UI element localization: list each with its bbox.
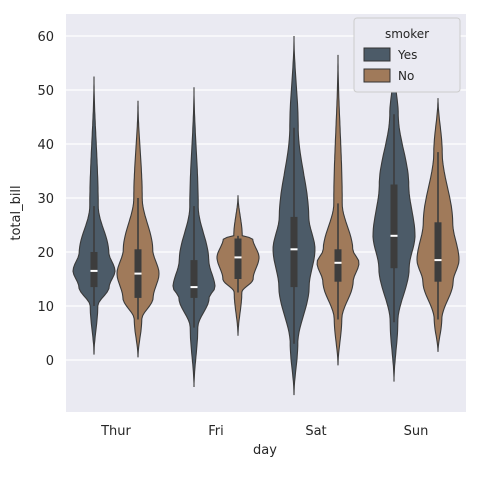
- violin-median: [234, 256, 242, 259]
- violin-iqr-box: [334, 249, 342, 282]
- y-tick-label: 0: [46, 354, 54, 369]
- x-axis-label: day: [253, 443, 277, 458]
- violin-iqr-box: [90, 252, 98, 288]
- violin-median: [90, 269, 98, 272]
- violin-median: [334, 261, 342, 264]
- y-tick-label: 10: [37, 300, 54, 315]
- violin-iqr-box: [434, 222, 442, 282]
- legend-title: smoker: [385, 27, 429, 41]
- x-tick-labels: Thur Fri Sat Sun: [100, 424, 428, 439]
- violin-median: [390, 234, 398, 237]
- violin-iqr-box: [390, 184, 398, 269]
- y-tick-label: 60: [37, 30, 54, 45]
- legend-label-yes: Yes: [397, 48, 417, 62]
- x-tick-label: Thur: [100, 424, 131, 439]
- violin-iqr-box: [234, 238, 242, 279]
- legend-swatch-yes: [363, 47, 391, 62]
- violin-iqr-box: [190, 260, 198, 298]
- y-tick-label: 30: [37, 192, 54, 207]
- y-tick-label: 20: [37, 246, 54, 261]
- y-tick-labels: 0 10 20 30 40 50 60: [37, 30, 54, 369]
- violin-median: [190, 286, 198, 289]
- legend: smoker Yes No: [353, 17, 461, 93]
- violin-median: [434, 259, 442, 262]
- legend-swatch-no: [363, 68, 391, 83]
- y-axis-label: total_bill: [9, 185, 24, 240]
- legend-label-no: No: [398, 69, 414, 83]
- violin-median: [134, 272, 142, 275]
- violin-iqr-box: [290, 216, 298, 288]
- x-tick-label: Fri: [208, 424, 224, 439]
- violins: [72, 36, 460, 396]
- y-tick-label: 40: [37, 138, 54, 153]
- x-tick-label: Sun: [404, 424, 429, 439]
- violin-median: [290, 248, 298, 251]
- x-tick-label: Sat: [305, 424, 326, 439]
- y-tick-label: 50: [37, 84, 54, 99]
